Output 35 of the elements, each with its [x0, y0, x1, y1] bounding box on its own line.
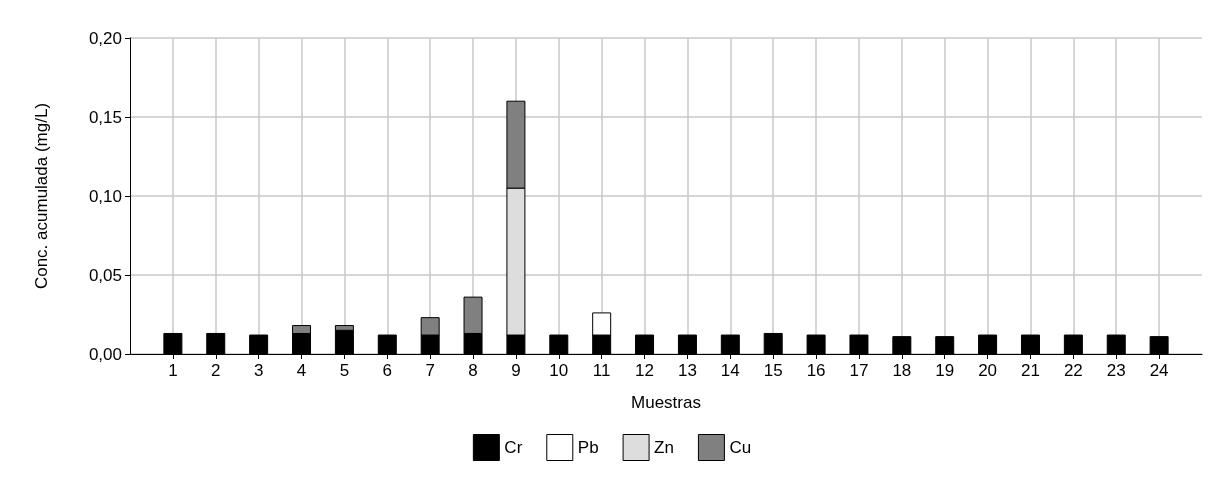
x-tick-label: 22 [1063, 361, 1083, 380]
y-tick-label: 0,10 [88, 186, 122, 206]
legend-label: Zn [654, 438, 674, 457]
x-tick-label: 15 [763, 361, 783, 380]
x-tick-label: 10 [549, 361, 569, 380]
x-tick-label: 12 [635, 361, 655, 380]
legend-label: Cr [504, 438, 523, 457]
legend-label: Cu [729, 438, 752, 457]
x-tick-label: 23 [1106, 361, 1126, 380]
x-tick-label: 8 [468, 361, 478, 380]
x-tick-label: 5 [339, 361, 350, 380]
x-tick-label: 3 [253, 361, 264, 380]
y-tick-label: 0,05 [88, 265, 122, 285]
x-tick-label: 9 [511, 361, 521, 380]
x-axis-title: Muestras [631, 393, 701, 412]
x-tick-label: 21 [1021, 361, 1040, 380]
x-tick-label: 11 [592, 361, 611, 380]
x-tick-label: 19 [935, 361, 955, 380]
x-tick-label: 7 [425, 361, 435, 380]
y-axis-title: Conc. acumulada (mg/L) [32, 102, 51, 290]
x-tick-label: 13 [677, 361, 697, 380]
x-tick-label: 17 [849, 361, 869, 380]
y-tick-label: 0,00 [88, 344, 122, 364]
legend-label: Pb [577, 438, 599, 457]
y-tick-label: 0,20 [88, 28, 122, 48]
x-tick-label: 4 [296, 361, 307, 380]
x-tick-label: 6 [382, 361, 393, 380]
x-tick-label: 20 [978, 361, 998, 380]
x-tick-label: 24 [1149, 361, 1169, 380]
y-tick-label: 0,15 [88, 107, 122, 127]
x-tick-label: 1 [168, 361, 178, 380]
x-tick-label: 2 [211, 361, 221, 380]
x-tick-label: 18 [892, 361, 912, 380]
x-tick-label: 14 [720, 361, 740, 380]
x-tick-label: 16 [806, 361, 826, 380]
